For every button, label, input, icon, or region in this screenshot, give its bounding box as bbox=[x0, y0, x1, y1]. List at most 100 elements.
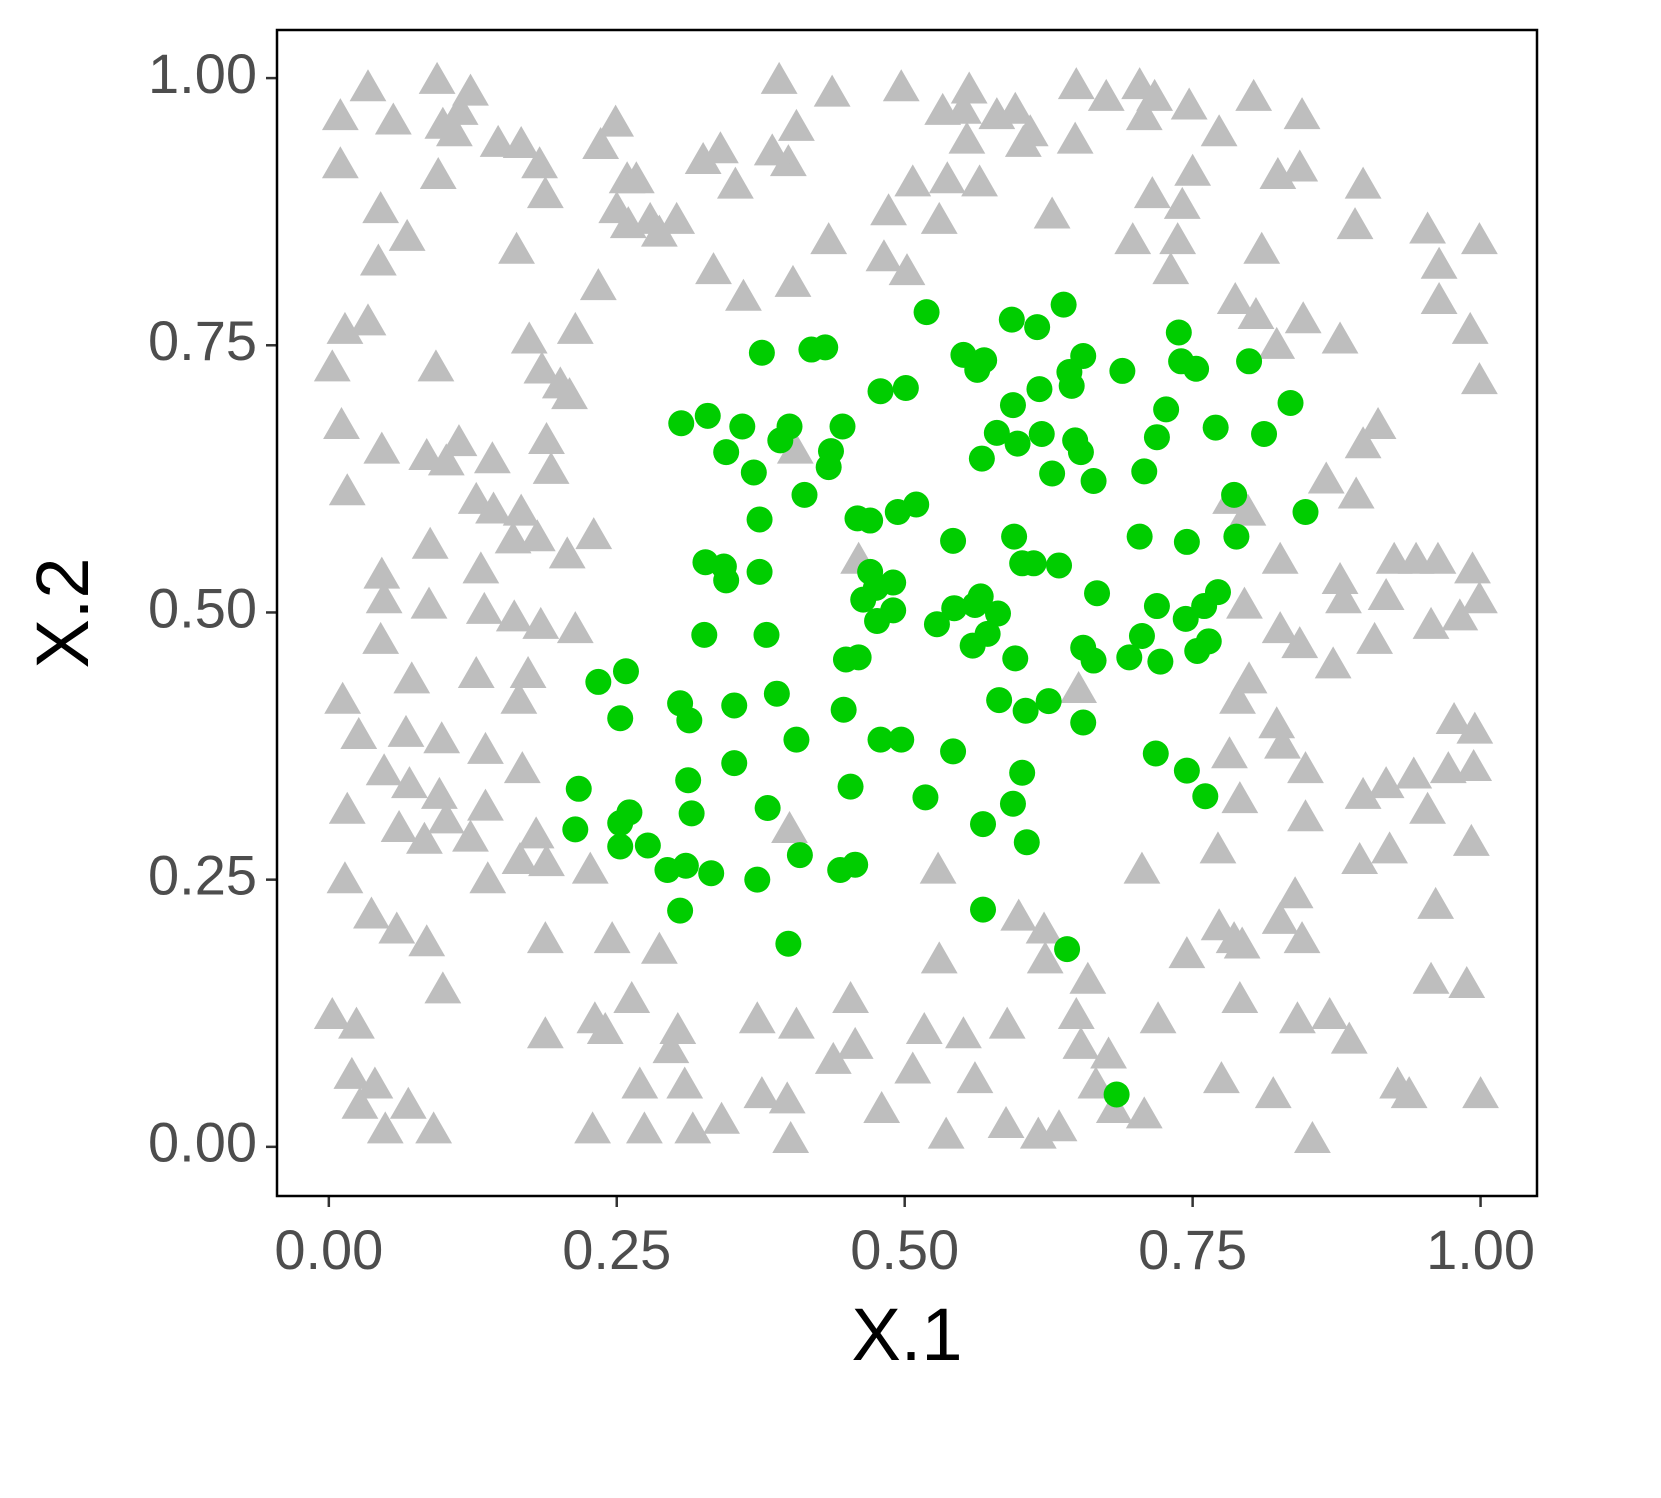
point bbox=[941, 595, 968, 622]
point bbox=[1084, 580, 1111, 607]
point bbox=[494, 521, 532, 554]
point bbox=[1420, 281, 1458, 314]
point bbox=[388, 218, 426, 251]
point bbox=[729, 413, 756, 440]
point bbox=[1050, 291, 1077, 318]
point bbox=[1192, 783, 1219, 810]
point bbox=[1026, 376, 1053, 403]
point bbox=[1294, 1120, 1331, 1153]
point bbox=[1062, 427, 1089, 454]
point bbox=[328, 791, 366, 824]
point bbox=[905, 1011, 943, 1044]
point bbox=[888, 253, 926, 286]
point bbox=[920, 201, 958, 234]
point bbox=[786, 842, 813, 869]
point bbox=[363, 431, 401, 464]
point bbox=[1143, 593, 1170, 620]
point bbox=[968, 445, 995, 472]
point bbox=[927, 1116, 965, 1149]
point bbox=[1087, 78, 1125, 111]
point bbox=[1390, 1076, 1428, 1109]
point bbox=[1153, 396, 1180, 423]
point bbox=[772, 1120, 810, 1153]
point bbox=[813, 74, 851, 107]
point bbox=[1454, 551, 1491, 584]
point bbox=[326, 311, 364, 344]
point bbox=[998, 306, 1025, 333]
point bbox=[1004, 124, 1042, 157]
point bbox=[328, 473, 366, 506]
y-tick-label: 1.00 bbox=[148, 42, 257, 105]
point bbox=[349, 69, 387, 102]
point bbox=[1284, 301, 1322, 334]
point bbox=[769, 144, 807, 177]
point bbox=[1287, 799, 1324, 832]
point bbox=[867, 726, 894, 753]
point bbox=[1183, 355, 1210, 382]
point bbox=[1202, 414, 1229, 441]
point bbox=[1128, 622, 1155, 649]
point bbox=[970, 896, 997, 923]
point bbox=[1258, 706, 1296, 739]
point bbox=[500, 681, 538, 714]
point bbox=[522, 606, 560, 639]
point bbox=[1456, 711, 1494, 744]
point bbox=[1020, 550, 1047, 577]
point bbox=[1221, 781, 1259, 814]
point bbox=[1080, 468, 1107, 495]
point bbox=[776, 431, 814, 464]
y-axis-title: X.2 bbox=[21, 557, 104, 668]
point bbox=[1412, 961, 1450, 994]
point bbox=[920, 941, 958, 974]
point bbox=[1170, 87, 1208, 120]
point bbox=[837, 773, 864, 800]
point bbox=[321, 98, 359, 131]
point bbox=[1056, 121, 1094, 154]
point bbox=[410, 586, 448, 619]
point bbox=[970, 811, 997, 838]
point bbox=[1283, 921, 1321, 954]
point bbox=[1172, 605, 1199, 632]
point bbox=[815, 454, 842, 481]
point bbox=[362, 621, 400, 654]
point bbox=[503, 751, 541, 784]
point bbox=[842, 851, 869, 878]
point bbox=[924, 92, 962, 125]
point bbox=[894, 1051, 932, 1084]
x-tick-label: 0.50 bbox=[850, 1218, 959, 1281]
point bbox=[923, 611, 950, 638]
point bbox=[1184, 637, 1211, 664]
point bbox=[1230, 661, 1268, 694]
point bbox=[959, 632, 986, 659]
point bbox=[1173, 528, 1200, 555]
x-tick-label: 0.00 bbox=[274, 1218, 383, 1281]
point bbox=[1080, 647, 1107, 674]
point bbox=[423, 721, 461, 754]
point bbox=[1168, 936, 1206, 969]
point bbox=[1314, 646, 1352, 679]
point bbox=[441, 92, 479, 125]
point bbox=[983, 419, 1010, 446]
point bbox=[313, 349, 351, 382]
point bbox=[1344, 426, 1382, 459]
point bbox=[1367, 766, 1405, 799]
point bbox=[928, 161, 966, 194]
point bbox=[365, 581, 403, 614]
point bbox=[1211, 736, 1248, 769]
point bbox=[956, 1061, 994, 1094]
point bbox=[575, 517, 613, 550]
point bbox=[913, 299, 940, 326]
point bbox=[612, 658, 639, 685]
point bbox=[961, 164, 998, 197]
point bbox=[1174, 153, 1212, 186]
point bbox=[391, 766, 428, 799]
point bbox=[892, 375, 919, 402]
point bbox=[1321, 321, 1359, 354]
point bbox=[812, 334, 839, 361]
point bbox=[760, 61, 798, 94]
point bbox=[1261, 901, 1299, 934]
point bbox=[1001, 523, 1028, 550]
point bbox=[621, 1066, 659, 1099]
point bbox=[424, 971, 462, 1004]
